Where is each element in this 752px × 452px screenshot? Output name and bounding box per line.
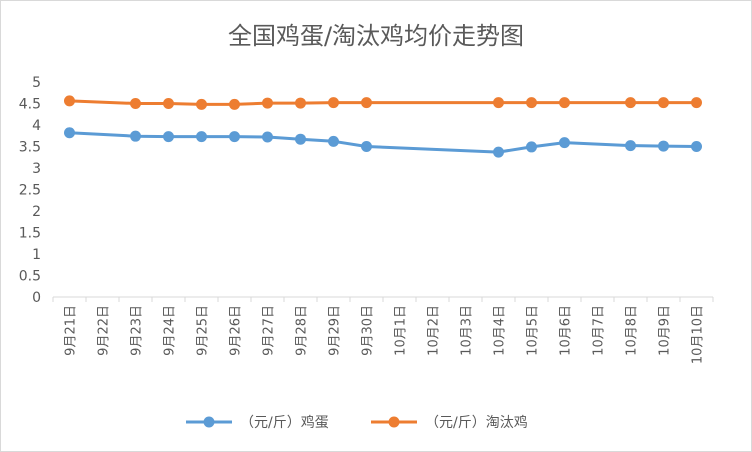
data-point-series-1: [361, 97, 372, 109]
x-tick-label: 10月4日: [493, 305, 508, 356]
y-tick-label: 2: [32, 204, 41, 220]
y-tick-label: 3: [32, 161, 41, 177]
y-tick-label: 4.5: [19, 97, 41, 113]
chart-title: 全国鸡蛋/淘汰鸡均价走势图: [228, 22, 524, 50]
data-point-series-1: [691, 97, 702, 109]
data-point-series-1: [295, 97, 306, 109]
x-tick-label: 9月28日: [295, 305, 310, 356]
data-point-series-0: [361, 141, 372, 152]
x-tick-label: 9月26日: [229, 305, 244, 356]
data-point-series-1: [625, 97, 636, 109]
data-point-series-1: [493, 97, 504, 109]
legend-marker-0: [203, 416, 215, 428]
x-tick-label: 9月27日: [262, 305, 277, 356]
data-point-series-0: [526, 141, 537, 153]
data-point-series-0: [196, 131, 207, 143]
data-point-series-0: [295, 133, 306, 145]
data-point-series-0: [658, 140, 669, 152]
data-point-series-1: [262, 97, 273, 109]
data-point-series-1: [526, 97, 537, 109]
data-point-series-0: [163, 131, 174, 143]
y-tick-label: 1.5: [19, 226, 41, 242]
x-tick-label: 9月22日: [97, 305, 112, 356]
y-tick-label: 3.5: [19, 140, 41, 156]
data-point-series-0: [64, 127, 75, 139]
x-tick-label: 9月29日: [328, 305, 343, 356]
data-point-series-1: [163, 98, 174, 109]
x-tick-label: 10月7日: [592, 305, 607, 356]
data-point-series-1: [559, 97, 570, 109]
x-tick-label: 10月2日: [427, 305, 442, 356]
x-tick-label: 10月3日: [460, 305, 475, 356]
y-tick-label: 1: [32, 247, 41, 263]
x-tick-label: 10月9日: [658, 305, 673, 356]
x-tick-label: 9月30日: [361, 305, 376, 356]
y-tick-label: 0.5: [19, 269, 41, 285]
legend: （元/斤）鸡蛋 （元/斤）淘汰鸡: [186, 414, 528, 431]
legend-marker-1: [388, 416, 400, 428]
data-point-series-1: [130, 98, 141, 109]
x-tick-label: 10月1日: [394, 305, 409, 356]
y-tick-label: 2.5: [19, 183, 41, 199]
x-tick-label: 10月8日: [625, 305, 640, 356]
x-tick-label: 10月5日: [526, 305, 541, 356]
data-point-series-0: [130, 130, 141, 142]
data-point-series-1: [229, 98, 240, 110]
data-point-series-1: [658, 97, 669, 109]
x-tick-label: 10月6日: [559, 305, 574, 356]
data-point-series-1: [196, 98, 207, 110]
x-tick-label: 9月24日: [163, 305, 178, 356]
x-tick-label: 9月23日: [130, 305, 145, 356]
y-tick-label: 0: [32, 290, 41, 306]
data-point-series-0: [691, 141, 702, 152]
data-point-series-0: [229, 131, 240, 143]
data-point-series-0: [493, 146, 504, 158]
data-point-series-0: [262, 131, 273, 143]
legend-label-0: （元/斤）鸡蛋: [240, 414, 329, 431]
data-point-series-1: [328, 97, 339, 109]
x-tick-label: 9月21日: [64, 305, 79, 356]
x-tick-label: 10月10日: [691, 305, 706, 364]
y-tick-label: 4: [32, 118, 41, 134]
data-point-series-0: [625, 140, 636, 152]
legend-label-1: （元/斤）淘汰鸡: [425, 414, 528, 431]
y-tick-label: 5: [32, 75, 41, 91]
data-point-series-1: [64, 95, 75, 107]
data-point-series-0: [328, 135, 339, 147]
data-point-series-0: [559, 137, 570, 149]
plot-area: 0 0.5 1 1.5 2 2.5 3 3.5 4 4.5 5 9月21日 9月22日 9月23日 9月24…: [19, 75, 714, 364]
x-tick-label: 9月25日: [196, 305, 211, 356]
